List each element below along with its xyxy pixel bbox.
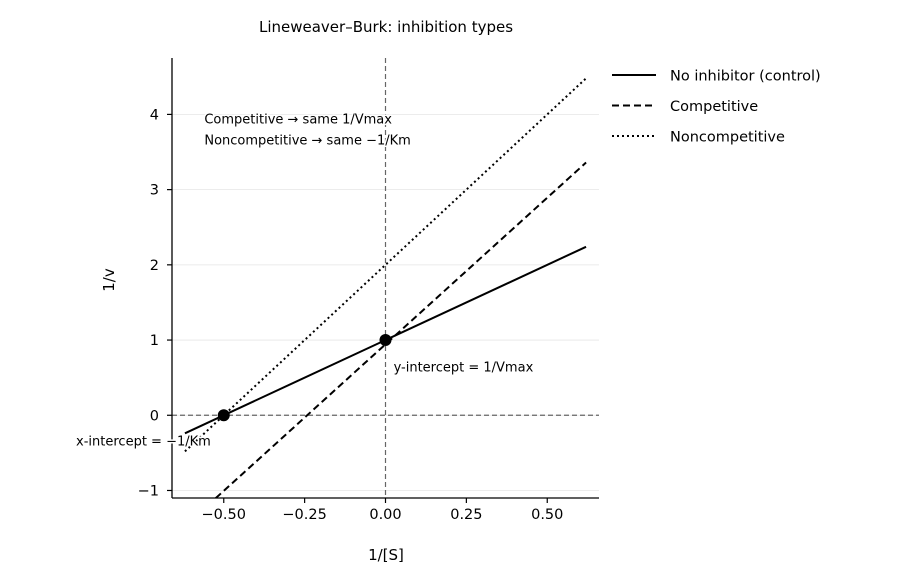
- x-tick-label: 0.00: [369, 507, 401, 523]
- annotation-text: y-intercept = 1/Vmax: [394, 361, 534, 376]
- legend-label: No inhibitor (control): [670, 69, 821, 85]
- marker-layer: [217, 334, 392, 422]
- x-tick-label: −0.25: [282, 507, 326, 523]
- annotation-text: Noncompetitive → same −1/Km: [204, 133, 410, 148]
- y-tick-label: 3: [150, 183, 159, 199]
- y-tick-label: −1: [138, 483, 159, 499]
- reference-lines: [172, 58, 599, 498]
- x-tick-label: 0.25: [450, 507, 482, 523]
- y-axis-label: 1/v: [100, 268, 118, 292]
- x-ticks: −0.50 −0.25 0.00 0.25 0.50: [202, 498, 563, 523]
- annotation-text: x-intercept = −1/Km: [76, 434, 211, 449]
- series-line-2: [184, 77, 587, 453]
- intercept-marker: [217, 409, 230, 422]
- y-tick-label: 1: [150, 333, 159, 349]
- legend-label: Competitive: [670, 99, 758, 115]
- x-tick-label: 0.50: [531, 507, 563, 523]
- legend-label: Noncompetitive: [670, 130, 785, 146]
- y-tick-label: 4: [150, 107, 159, 123]
- series-line-1: [214, 161, 587, 498]
- annotations: Competitive → same 1/Vmax Noncompetitive …: [75, 111, 536, 451]
- intercept-marker: [379, 334, 392, 347]
- chart-title: Lineweaver–Burk: inhibition types: [259, 18, 513, 36]
- legend: No inhibitor (control) Competitive Noncomp…: [612, 69, 821, 146]
- y-tick-label: 0: [150, 408, 159, 424]
- x-axis-label: 1/[S]: [368, 546, 404, 564]
- annotation-text: Competitive → same 1/Vmax: [204, 112, 392, 127]
- y-ticks: −1 0 1 2 3 4: [138, 107, 172, 499]
- x-tick-label: −0.50: [202, 507, 246, 523]
- y-tick-label: 2: [150, 258, 159, 274]
